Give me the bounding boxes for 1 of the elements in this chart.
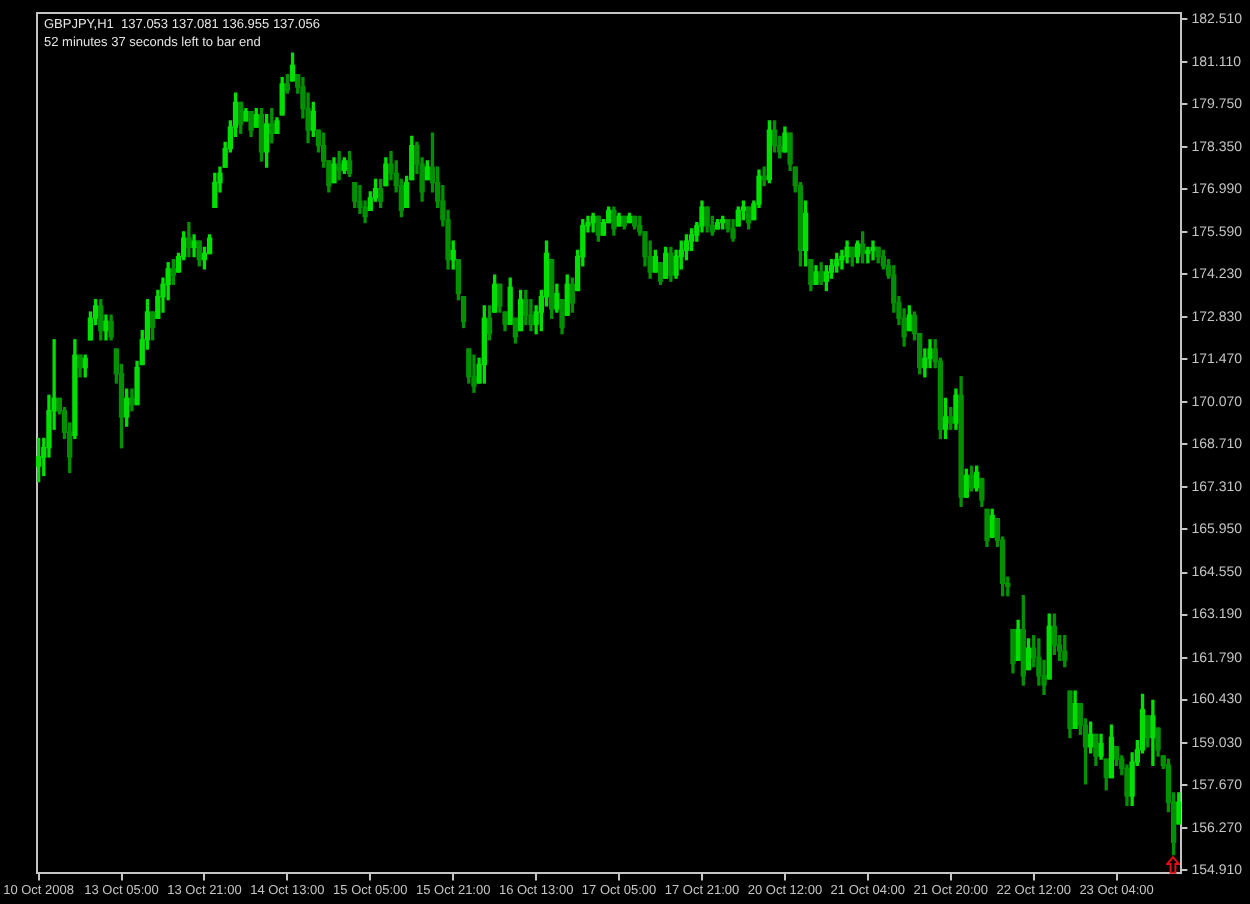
candlestick	[870, 240, 876, 261]
